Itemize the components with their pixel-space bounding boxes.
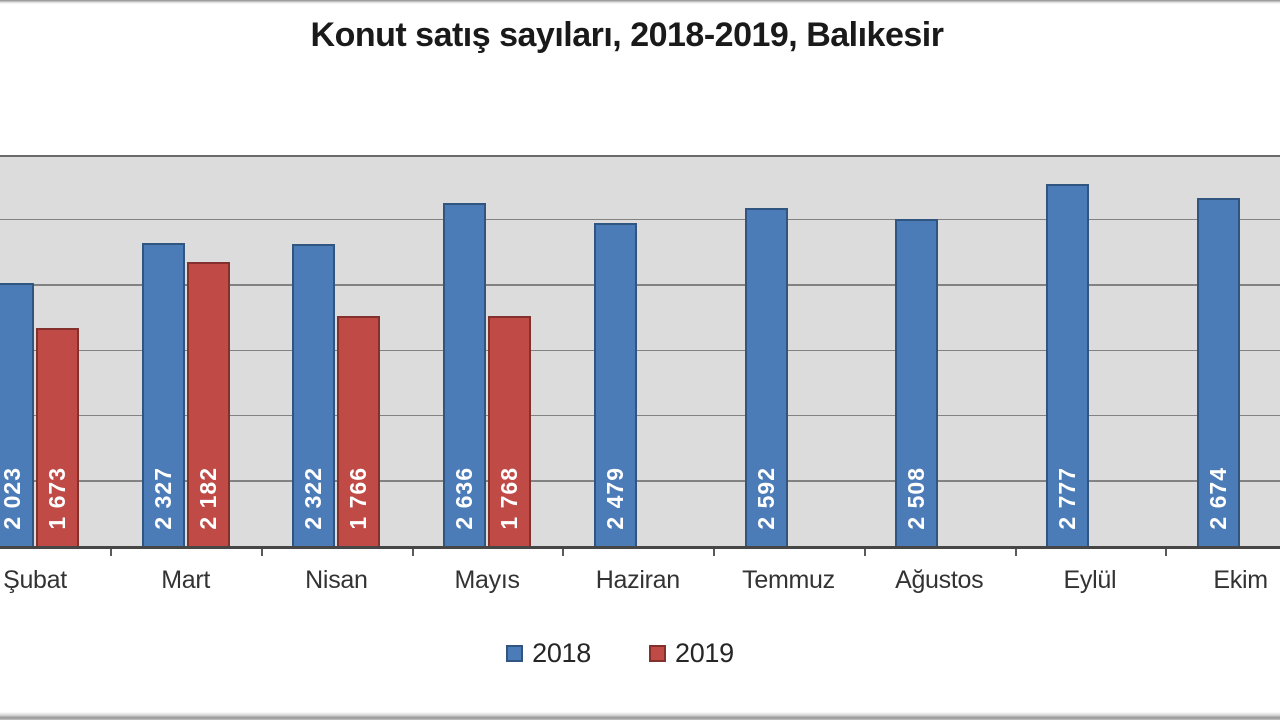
- bar-value-label-wrap: 2 674: [1199, 467, 1238, 530]
- bar-value-label: 2 322: [300, 467, 327, 530]
- x-axis-tick: [411, 549, 414, 556]
- top-edge-border: [0, 0, 1280, 4]
- bar-2019: 1 768: [488, 315, 532, 547]
- bar-value-label: 2 182: [194, 467, 221, 530]
- bar-value-label: 2 327: [149, 467, 176, 530]
- bar-value-label: 2 674: [1204, 467, 1231, 530]
- bar-value-label-wrap: 2 327: [144, 467, 183, 530]
- bar-value-label-wrap: 1 766: [339, 467, 378, 530]
- bar-2018: 2 508: [895, 219, 939, 547]
- bar-value-label-wrap: 1 768: [490, 467, 529, 530]
- bar-value-label: 1 768: [496, 467, 523, 530]
- bar-2018: 2 674: [1196, 197, 1240, 547]
- x-axis-tick: [110, 549, 113, 556]
- legend: 2018 2019: [0, 638, 1240, 669]
- bar-value-label-wrap: 2 182: [189, 467, 228, 530]
- bar-value-label-wrap: 2 636: [445, 467, 484, 530]
- bar-value-label-wrap: 2 508: [897, 467, 936, 530]
- bar-2018: 2 592: [744, 208, 788, 547]
- bar-value-label-wrap: 2 023: [0, 467, 32, 530]
- bar-value-label-wrap: 2 322: [294, 467, 333, 530]
- bar-2018: 2 479: [593, 223, 637, 547]
- bar-value-label-wrap: 2 777: [1048, 467, 1087, 530]
- bar-value-label-wrap: 2 479: [596, 467, 635, 530]
- x-axis-tick: [713, 549, 716, 556]
- bar-value-label: 1 766: [345, 467, 372, 530]
- x-axis-tick: [863, 549, 866, 556]
- plot-area: 2 023 1 673 2 327 2 182 2 322 1 766 2 636 1 768…: [0, 155, 1280, 547]
- x-axis-tick: [1165, 549, 1168, 556]
- bar-2018: 2 327: [141, 242, 185, 547]
- bar-2019: 2 182: [186, 261, 230, 547]
- bar-2018: 2 023: [0, 282, 34, 547]
- bar-value-label: 2 479: [601, 467, 628, 530]
- legend-swatch-2018: [506, 645, 524, 662]
- bar-value-label-wrap: 1 673: [38, 467, 77, 530]
- x-axis-label: Mart: [161, 566, 211, 594]
- gridline: [0, 414, 1280, 417]
- bar-value-label: 2 592: [752, 467, 779, 530]
- bar-value-label: 2 023: [0, 467, 25, 530]
- bar-2018: 2 322: [292, 243, 336, 547]
- legend-item-2018: 2018: [506, 638, 591, 669]
- bar-2018: 2 777: [1045, 184, 1089, 547]
- x-axis-label: Eylül: [1063, 566, 1117, 594]
- legend-swatch-2019: [649, 645, 666, 662]
- gridline: [0, 349, 1280, 351]
- x-axis-label: Ağustos: [895, 566, 984, 594]
- bar-value-label: 1 673: [44, 467, 70, 530]
- x-axis-label: Mayıs: [454, 566, 520, 594]
- x-axis-label: Nisan: [305, 566, 368, 594]
- x-axis-tick: [261, 549, 264, 556]
- legend-label-2019: 2019: [675, 638, 734, 668]
- x-axis-line: [0, 546, 1280, 549]
- bar-2019: 1 673: [36, 328, 79, 547]
- legend-item-2019: 2019: [649, 638, 734, 669]
- bar-value-label: 2 777: [1053, 467, 1080, 530]
- x-axis-tick: [562, 549, 565, 556]
- chart-title: Konut satış sayıları, 2018-2019, Balıkes…: [310, 16, 944, 54]
- legend-label-2018: 2018: [532, 638, 591, 668]
- x-axis-tick: [1014, 549, 1017, 556]
- x-axis-label: Temmuz: [742, 566, 835, 594]
- x-axis-label: Haziran: [595, 566, 680, 594]
- bar-2018: 2 636: [443, 202, 487, 547]
- x-axis-label: Şubat: [3, 566, 67, 594]
- gridline: [0, 480, 1280, 482]
- gridline: [0, 284, 1280, 286]
- bottom-edge-border: [0, 712, 1280, 720]
- bar-value-label-wrap: 2 592: [747, 467, 786, 530]
- bar-value-label: 2 636: [451, 467, 478, 530]
- bar-value-label: 2 508: [903, 467, 930, 530]
- gridline: [0, 218, 1280, 221]
- x-axis-label: Ekim: [1213, 566, 1268, 594]
- bar-2019: 1 766: [337, 316, 381, 547]
